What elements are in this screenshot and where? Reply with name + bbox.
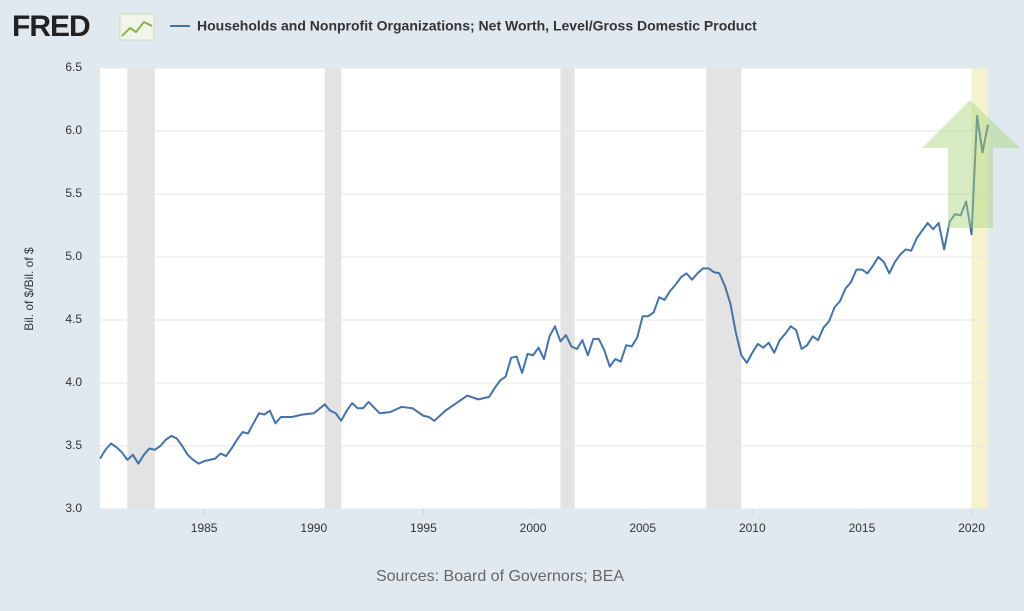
y-tick-label: 5.0 <box>65 249 82 263</box>
source: Sources: Board of Governors; BEA <box>376 568 624 585</box>
y-tick-label: 6.5 <box>65 60 82 74</box>
recession-band <box>560 68 575 509</box>
recession-band <box>324 68 342 509</box>
y-tick-label: 4.5 <box>65 312 82 326</box>
plot-area <box>100 68 988 509</box>
recession-band <box>706 68 742 509</box>
x-tick-label: 1995 <box>410 521 437 535</box>
x-tick-label: 2015 <box>849 521 876 535</box>
data-line <box>99 114 989 465</box>
y-tick-label: 4.0 <box>65 375 82 389</box>
x-tick-label: 2010 <box>739 521 766 535</box>
highlight-band <box>971 68 988 509</box>
x-tick-label: 1985 <box>191 521 218 535</box>
x-tick-label: 2000 <box>520 521 547 535</box>
annotation-arrow <box>922 100 1020 228</box>
y-tick-label: 3.5 <box>65 438 82 452</box>
recession-band <box>127 68 155 509</box>
logo-icon <box>119 13 155 41</box>
y-tick-label: 3.0 <box>65 501 82 515</box>
x-tick-label: 2005 <box>629 521 656 535</box>
logo: FRED <box>12 10 90 43</box>
legend-label: Households and Nonprofit Organizations; … <box>197 18 757 34</box>
y-axis-label: Bil. of $/Bil. of $ <box>22 247 36 331</box>
y-tick-label: 5.5 <box>65 186 82 200</box>
x-tick-label: 2020 <box>958 521 985 535</box>
x-tick-label: 1990 <box>300 521 327 535</box>
marks: 3.0 3.5 4.0 4.5 5.0 5.5 6.0 6.5 1985 1990 1995 2000… <box>65 60 989 535</box>
y-tick-label: 6.0 <box>65 123 82 137</box>
